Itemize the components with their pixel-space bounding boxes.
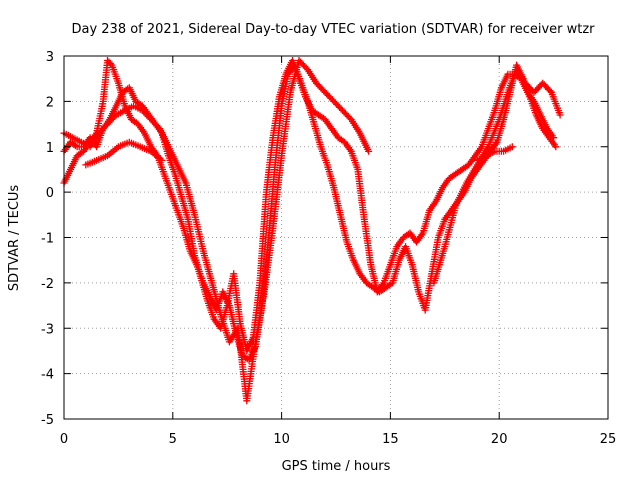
data-point-markers [82, 138, 166, 169]
x-tick-label: 25 [600, 432, 617, 447]
y-tick-label: 2 [46, 95, 54, 110]
y-axis-label: SDTVAR / TECUs [7, 185, 22, 292]
x-tick-label: 10 [273, 432, 290, 447]
x-tick-label: 15 [382, 432, 399, 447]
y-tick-label: -3 [41, 322, 54, 337]
tick-labels: 0 5 10 15 20 25 -5 -4 -3 -2 -1 0 1 2 3 [41, 50, 616, 447]
x-tick-label: 5 [169, 432, 177, 447]
data-point-markers [473, 143, 516, 164]
data-markers [60, 57, 564, 405]
y-tick-label: 0 [46, 186, 54, 201]
x-axis-label: GPS time / hours [282, 459, 391, 474]
y-tick-label: -5 [41, 413, 54, 428]
plot-frame [63, 55, 609, 420]
x-tick-label: 20 [491, 432, 508, 447]
x-tick-label: 0 [60, 432, 68, 447]
y-tick-label: -1 [41, 232, 54, 247]
y-tick-label: -4 [41, 368, 54, 383]
y-tick-label: -2 [41, 277, 54, 292]
y-tick-label: 1 [46, 141, 54, 156]
y-tick-label: 3 [46, 50, 54, 65]
chart-title: Day 238 of 2021, Sidereal Day-to-day VTE… [71, 22, 595, 37]
series-track-5 [82, 138, 166, 169]
series-track-6 [473, 143, 516, 164]
